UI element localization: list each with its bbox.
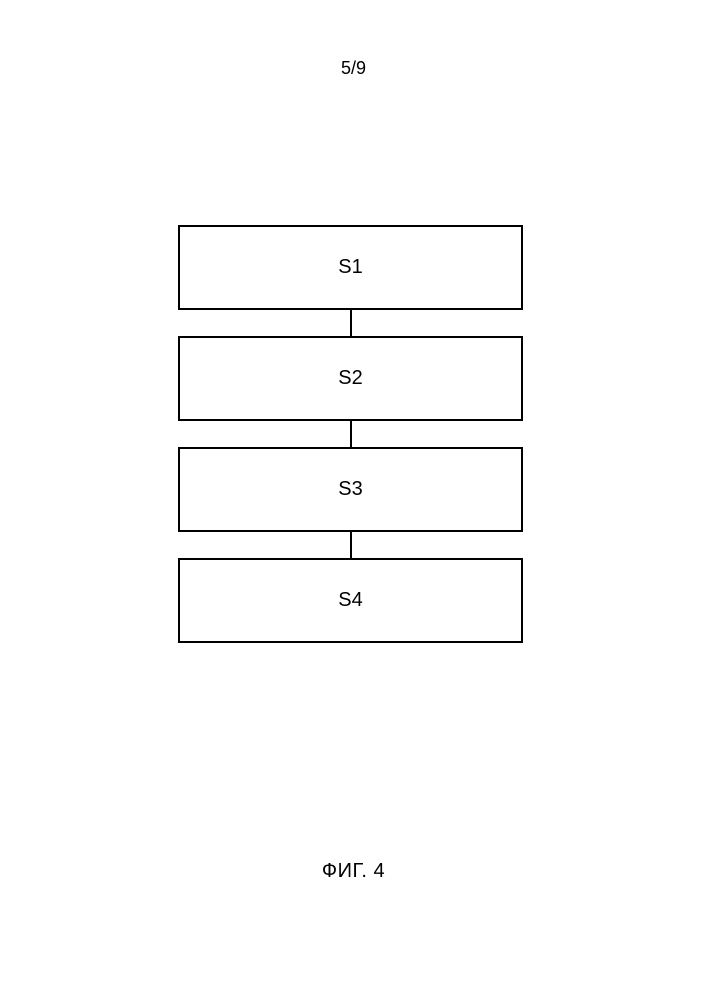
flow-connector [350, 310, 352, 336]
figure-caption: ФИГ. 4 [0, 860, 707, 883]
flow-box-s3: S3 [178, 447, 523, 532]
flow-box-label: S3 [338, 478, 362, 501]
flow-box-label: S2 [338, 367, 362, 390]
flow-connector [350, 421, 352, 447]
flow-box-s1: S1 [178, 225, 523, 310]
flow-box-label: S4 [338, 589, 362, 612]
flowchart: S1 S2 S3 S4 [178, 225, 523, 643]
flow-box-s4: S4 [178, 558, 523, 643]
flow-box-label: S1 [338, 256, 362, 279]
page-number: 5/9 [0, 58, 707, 79]
flow-connector [350, 532, 352, 558]
flow-box-s2: S2 [178, 336, 523, 421]
